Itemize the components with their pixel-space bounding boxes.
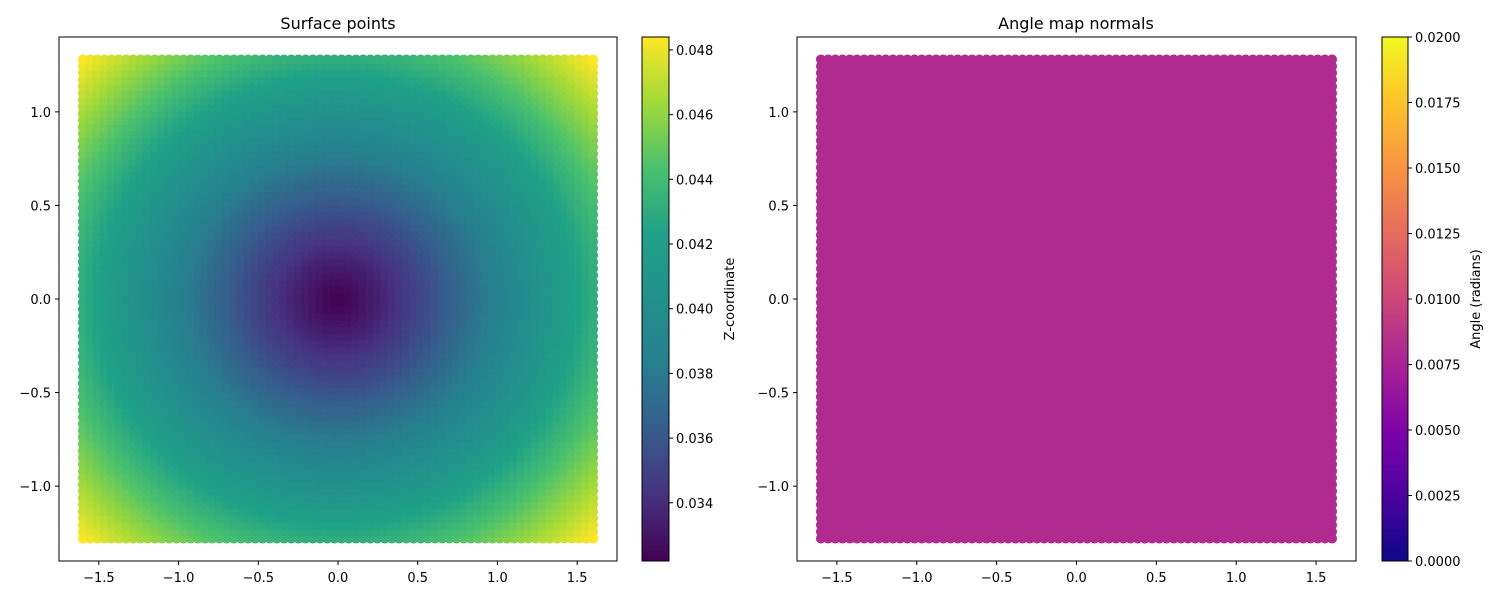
scatter-point [207, 54, 218, 65]
scatter-point [92, 54, 103, 65]
scatter-point [77, 54, 88, 65]
scatter-point [121, 54, 132, 65]
scatter-point [221, 54, 232, 65]
scatter-point [192, 54, 203, 65]
plot-area [77, 54, 599, 544]
scatter-point [99, 54, 110, 65]
scatter-point [149, 54, 160, 65]
scatter-point [142, 54, 153, 65]
scatter-point [228, 54, 239, 65]
scatter-point [178, 54, 189, 65]
scatter-point [85, 54, 96, 65]
scatter-points [77, 54, 599, 544]
chart-surface-points: Surface points −1.5 −1.0 −0.5 0.0 0.5 1.0 1.5 … [19, 14, 738, 586]
scatter-point [113, 54, 124, 65]
scatter-point [200, 54, 211, 65]
scatter-point [185, 54, 196, 65]
chart-title: Surface points [280, 14, 395, 33]
scatter-point [156, 54, 167, 65]
scatter-point [164, 54, 175, 65]
scatter-point [128, 54, 139, 65]
scatter-point [171, 54, 182, 65]
scatter-point [214, 54, 225, 65]
scatter-point [106, 54, 117, 65]
scatter-point [135, 54, 146, 65]
